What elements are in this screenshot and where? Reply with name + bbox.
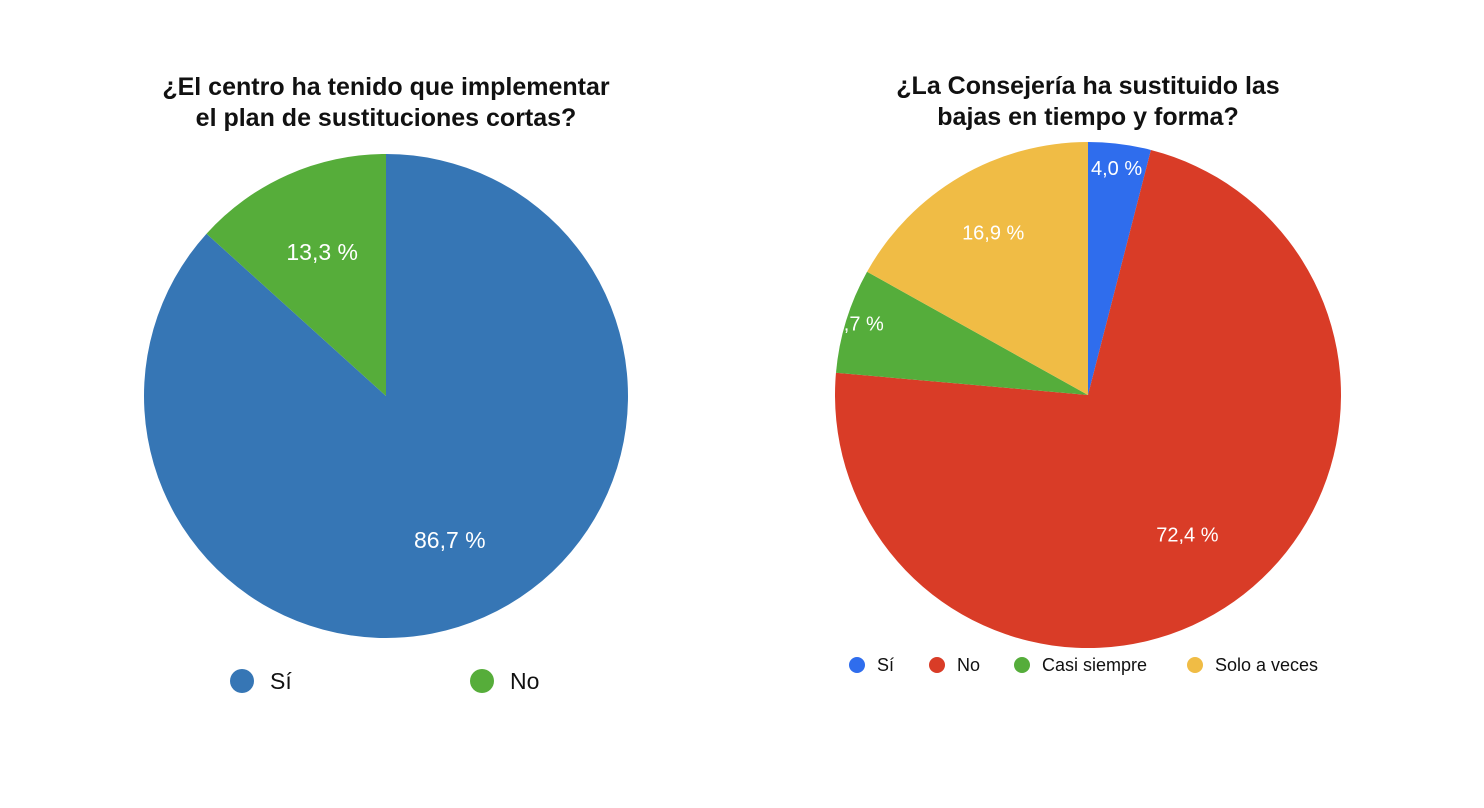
pie-slice-solo-a-veces [867, 142, 1088, 395]
pie-slice-casi-siempre [835, 271, 1088, 395]
data-label-no: 72,4 % [1156, 524, 1218, 546]
pie-slice-no [206, 154, 386, 396]
legend-marker [1014, 657, 1030, 673]
legend-marker [1187, 657, 1203, 673]
legend-item-no: No [470, 668, 539, 694]
data-label-si: 4,0 % [1091, 158, 1142, 180]
chart-bajas-tiempo-forma: ¿La Consejería ha sustituido las bajas e… [742, 0, 1484, 808]
legend-marker [470, 669, 494, 693]
legend-label: No [957, 655, 980, 675]
legend-label: Sí [270, 668, 292, 694]
chart-title: ¿El centro ha tenido que implementar el … [162, 73, 610, 132]
legend-item-solo-a-veces: Solo a veces [1187, 655, 1318, 675]
pie-slice-no [835, 149, 1341, 648]
legend-label: Casi siempre [1042, 655, 1147, 675]
data-label-casi-siempre: 6,7 % [833, 313, 884, 335]
legend-item-casi-siempre: Casi siempre [1014, 655, 1147, 675]
legend-label: No [510, 668, 539, 694]
data-label-solo-a-veces: 16,9 % [962, 223, 1024, 245]
legend-label: Solo a veces [1215, 655, 1318, 675]
legend-marker [849, 657, 865, 673]
pie-chart: 86,7 % 13,3 % Sí No [143, 154, 629, 694]
data-label-no: 13,3 % [286, 239, 358, 265]
pie-chart: 4,0 % 72,4 % 6,7 % 16,9 % Sí No Casi siempre So… [833, 142, 1341, 675]
pie-slice-si [1088, 142, 1151, 395]
legend-item-si: Sí [230, 668, 292, 694]
data-label-si: 86,7 % [414, 527, 486, 553]
chart-title: ¿La Consejería ha sustituido las bajas e… [896, 72, 1280, 131]
legend-marker [230, 669, 254, 693]
legend-marker [929, 657, 945, 673]
legend-item-si: Sí [849, 655, 894, 675]
legend-label: Sí [877, 655, 894, 675]
chart-sustituciones-cortas: ¿El centro ha tenido que implementar el … [143, 73, 629, 694]
legend-item-no: No [929, 655, 980, 675]
